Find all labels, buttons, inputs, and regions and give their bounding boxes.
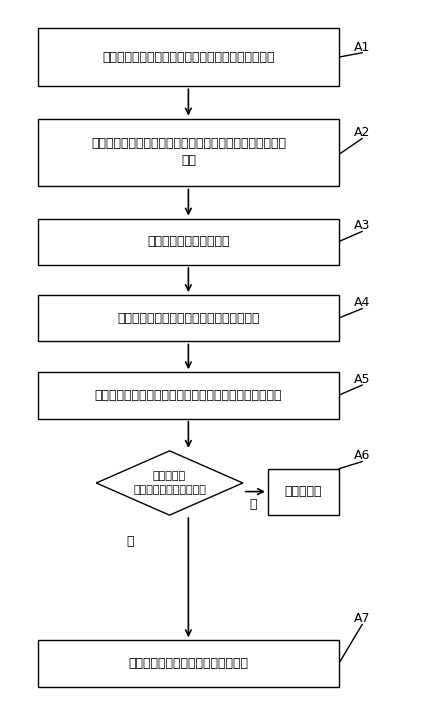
Text: 质谱仪输出的质谱信号除去所述背景信号，获得差值信号: 质谱仪输出的质谱信号除去所述背景信号，获得差值信号 — [95, 389, 282, 402]
Polygon shape — [96, 451, 242, 515]
FancyBboxPatch shape — [37, 27, 338, 86]
Text: A6: A6 — [353, 449, 369, 462]
FancyBboxPatch shape — [37, 295, 338, 341]
FancyBboxPatch shape — [37, 372, 338, 419]
FancyBboxPatch shape — [37, 119, 338, 187]
Text: A2: A2 — [353, 127, 369, 140]
Text: 分析差值信号，从而识别出待测样品: 分析差值信号，从而识别出待测样品 — [128, 657, 248, 670]
Text: 差值信号中
特征峰的强度超过阈值？: 差值信号中 特征峰的强度超过阈值？ — [133, 471, 205, 495]
Text: 取样待测样品的萃取物质: 取样待测样品的萃取物质 — [147, 235, 229, 248]
Text: 获得无进样时，质谱仪输出的质谱信号作为背景信号: 获得无进样时，质谱仪输出的质谱信号作为背景信号 — [102, 51, 274, 64]
Text: A3: A3 — [353, 219, 369, 232]
FancyBboxPatch shape — [37, 218, 338, 265]
Text: 否: 否 — [249, 498, 256, 511]
Text: 是: 是 — [126, 535, 133, 548]
Text: A5: A5 — [353, 373, 369, 386]
Text: 停止离子化: 停止离子化 — [284, 485, 322, 498]
FancyBboxPatch shape — [37, 641, 338, 687]
Text: 产生单液滴，并施加在待测样品上；待测样品被所述单液滴
萃取: 产生单液滴，并施加在待测样品上；待测样品被所述单液滴 萃取 — [91, 137, 285, 168]
Text: A4: A4 — [353, 296, 369, 309]
Text: A7: A7 — [353, 612, 369, 625]
Text: A1: A1 — [353, 40, 369, 54]
FancyBboxPatch shape — [267, 469, 338, 515]
Text: 取样的萃取物质被离子化，并送质谱仪分析: 取样的萃取物质被离子化，并送质谱仪分析 — [117, 312, 259, 325]
